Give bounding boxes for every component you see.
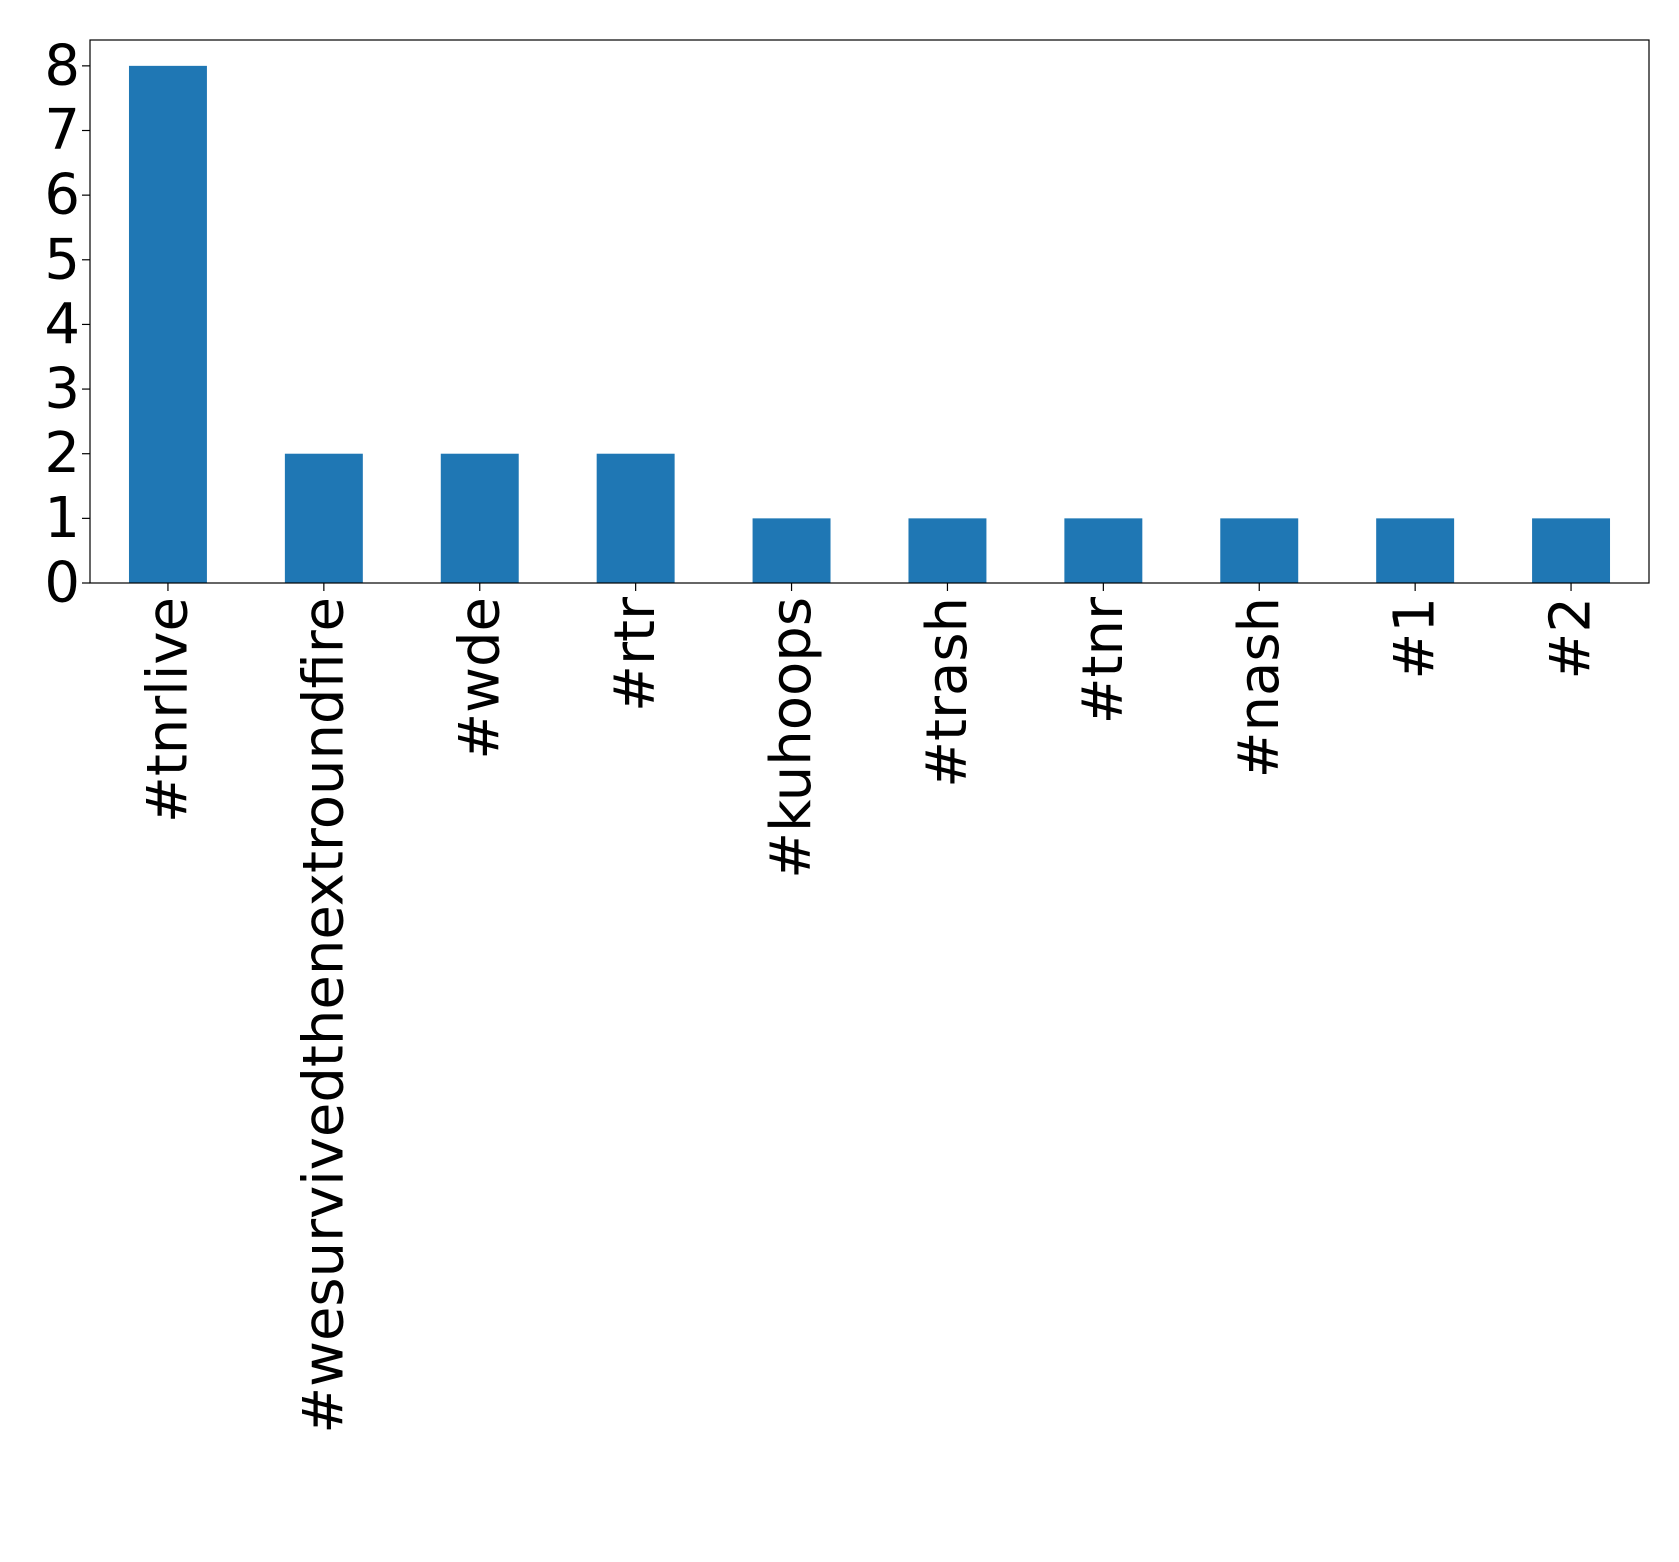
bar-6 — [1064, 518, 1143, 583]
y-tick-label-6: 6 — [44, 163, 80, 228]
bar-8 — [1376, 518, 1455, 583]
bar-7 — [1220, 518, 1299, 583]
bar-4 — [752, 518, 831, 583]
y-tick-label-4: 4 — [44, 292, 80, 357]
x-axis: #tnrlive #wesurvivedthenextroundfire #wde #… — [135, 583, 1604, 1434]
x-tick-label-2: #wde — [447, 597, 512, 760]
bar-0 — [128, 65, 207, 584]
x-tick-label-9: #2 — [1539, 597, 1604, 680]
x-tick-label-1: #wesurvivedthenextroundfire — [291, 597, 356, 1434]
x-tick-label-6: #tnr — [1071, 596, 1136, 724]
y-tick-label-0: 0 — [44, 551, 80, 616]
y-tick-label-2: 2 — [44, 421, 80, 486]
x-tick-label-5: #trash — [915, 597, 980, 788]
bar-3 — [596, 453, 675, 583]
bar-1 — [284, 453, 363, 583]
y-tick-label-7: 7 — [44, 98, 80, 163]
x-tick-label-8: #1 — [1383, 597, 1448, 680]
bar-2 — [440, 453, 519, 583]
x-tick-label-3: #rtr — [603, 596, 668, 712]
bar-9 — [1532, 518, 1611, 583]
x-tick-label-7: #nash — [1227, 597, 1292, 778]
y-tick-label-1: 1 — [44, 486, 80, 551]
x-tick-label-0: #tnrlive — [135, 597, 200, 823]
y-tick-label-8: 8 — [44, 33, 80, 98]
plot-frame — [89, 39, 1650, 584]
y-tick-label-5: 5 — [44, 227, 80, 292]
x-tick-label-4: #kuhoops — [759, 597, 824, 879]
y-tick-label-3: 3 — [44, 357, 80, 422]
bars-layer — [128, 65, 1611, 584]
bar-5 — [908, 518, 987, 583]
